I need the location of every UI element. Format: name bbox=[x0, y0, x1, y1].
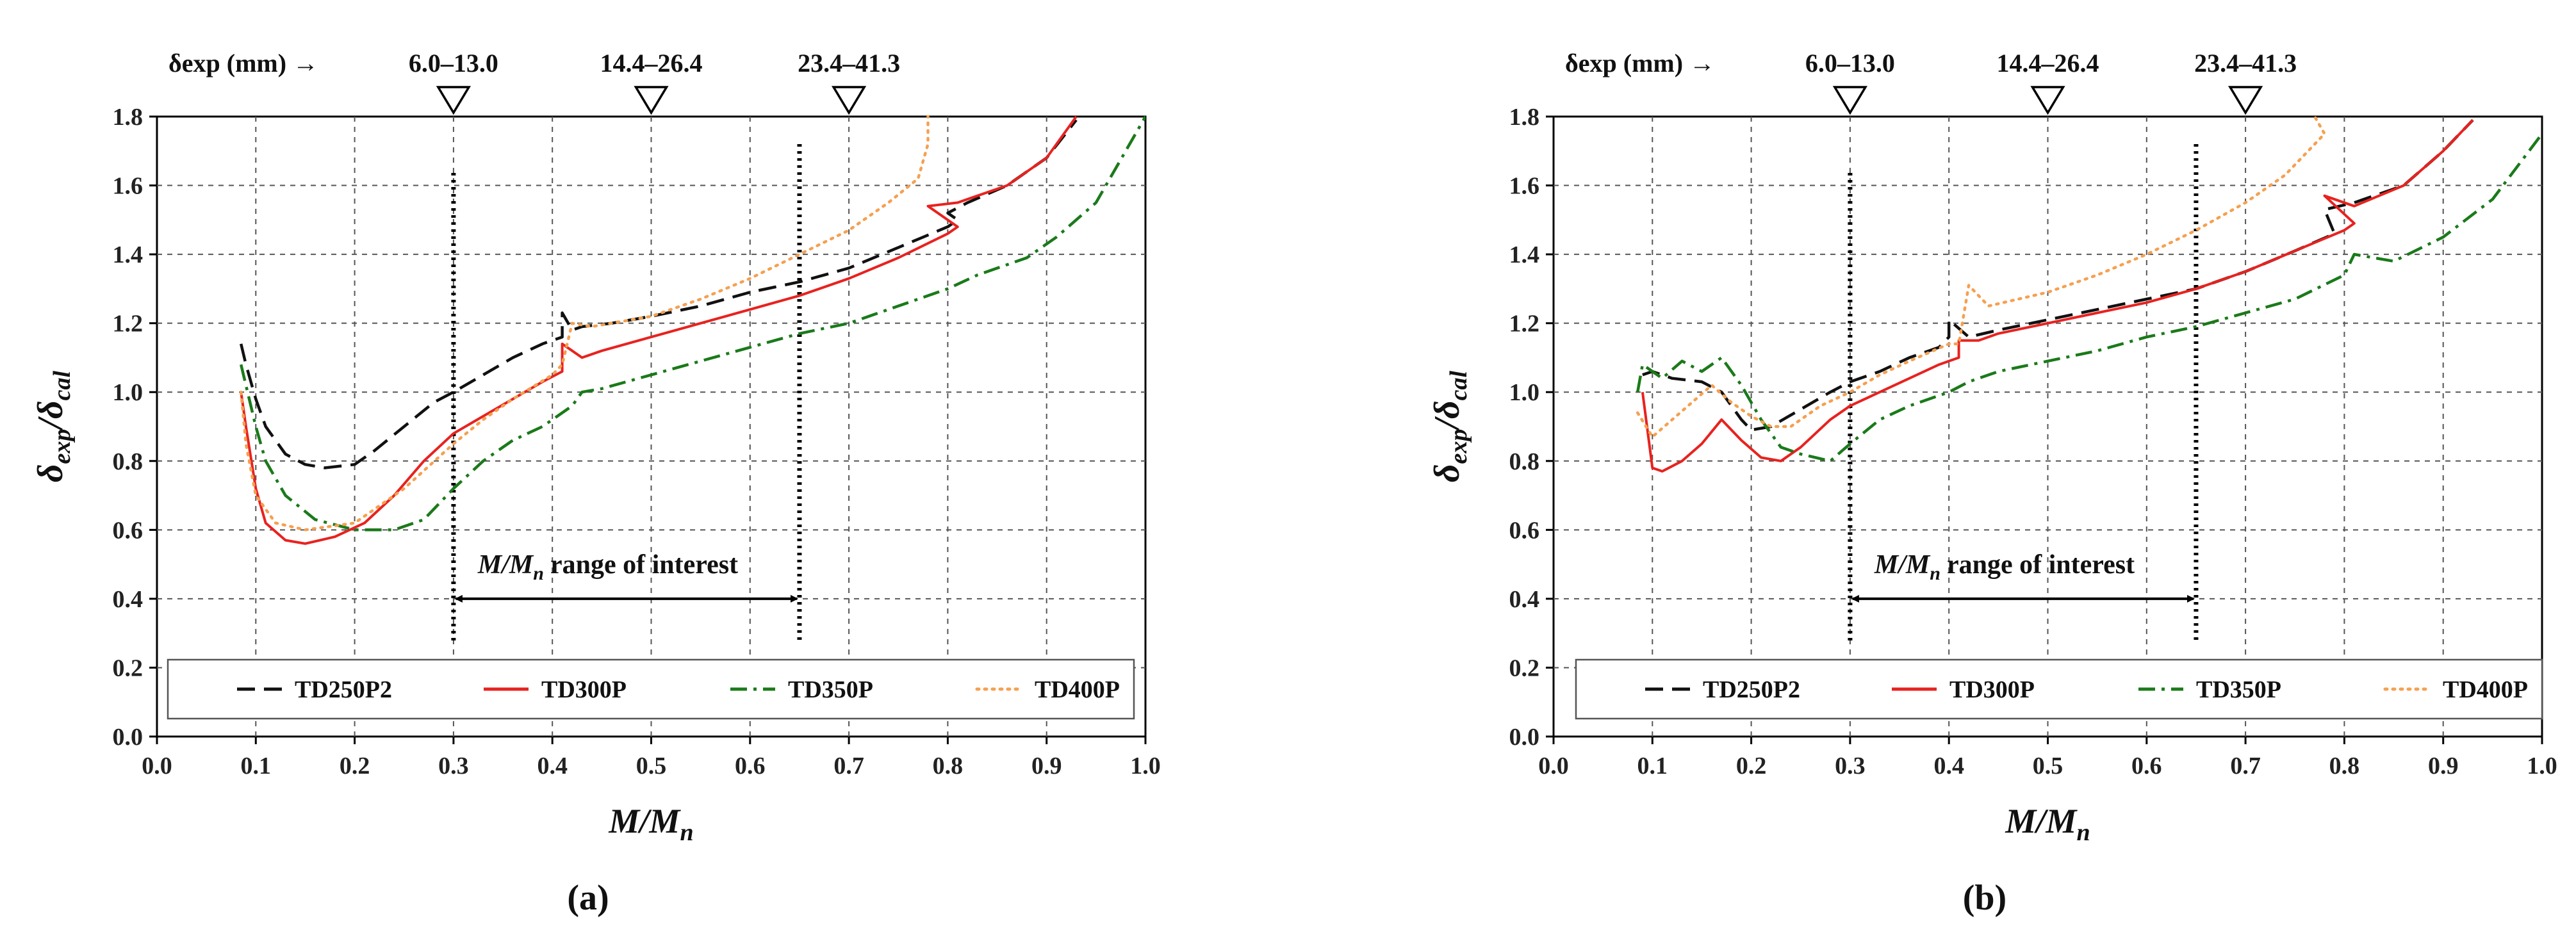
legend-label: TD300P bbox=[541, 676, 627, 703]
x-tick-label: 0.9 bbox=[2428, 753, 2459, 779]
y-tick-label: 0.0 bbox=[1509, 724, 1540, 751]
chart-panel-b: 0.0 0.1 0.2 0.3 0.4 0.5 0.6 0.7 0.8 0.9 1.0 0.0 0.2 0… bbox=[1427, 49, 2557, 918]
x-tick-label: 0.3 bbox=[1835, 753, 1866, 779]
x-tick-label: 0.5 bbox=[636, 753, 667, 779]
x-axis-label: M/Mn bbox=[608, 802, 693, 846]
top-marker-label: 23.4–41.3 bbox=[2194, 49, 2297, 77]
top-marker-label: 23.4–41.3 bbox=[798, 49, 900, 77]
y-tick-label: 1.4 bbox=[113, 241, 144, 268]
top-marker-triangle bbox=[2030, 86, 2065, 115]
x-tick-label: 0.7 bbox=[833, 753, 864, 779]
top-axis-label: δexp (mm) → bbox=[168, 49, 318, 77]
y-tick-label: 0.2 bbox=[1509, 655, 1540, 681]
x-tick-label: 0.0 bbox=[1538, 753, 1569, 779]
y-tick-label: 0.6 bbox=[113, 517, 144, 544]
y-tick-label: 0.0 bbox=[113, 724, 144, 751]
legend-label: TD250P2 bbox=[1703, 676, 1800, 703]
series-line-td250p2 bbox=[1642, 118, 2474, 432]
legend: TD250P2 TD300P TD350P TD400P bbox=[167, 658, 1135, 720]
x-tick-label: 0.1 bbox=[1637, 753, 1668, 779]
series-group bbox=[1636, 115, 2542, 473]
legend-label: TD300P bbox=[1949, 676, 2035, 703]
y-tick-label: 1.8 bbox=[113, 104, 144, 131]
x-tick-label: 0.8 bbox=[2329, 753, 2360, 779]
top-marker-triangle bbox=[634, 86, 669, 115]
x-tick-label: 0.0 bbox=[142, 753, 172, 779]
y-tick-label: 1.2 bbox=[113, 311, 144, 338]
x-tick-label: 0.8 bbox=[933, 753, 964, 779]
x-tick-label: 1.0 bbox=[2527, 753, 2557, 779]
y-tick-label: 1.6 bbox=[113, 173, 144, 200]
top-marker-label: 14.4–26.4 bbox=[1997, 49, 2099, 77]
panel-caption: (b) bbox=[1963, 878, 2006, 918]
x-tick-label: 0.3 bbox=[438, 753, 469, 779]
x-tick-label: 1.0 bbox=[1130, 753, 1161, 779]
range-label-n: n bbox=[1930, 563, 1940, 584]
x-tick-label: 0.2 bbox=[1736, 753, 1767, 779]
legend-label: TD350P bbox=[2196, 676, 2281, 703]
y-tick-label: 1.2 bbox=[1509, 311, 1540, 338]
range-label: M/Mn range of interest bbox=[477, 550, 738, 584]
range-label-text: range of interest bbox=[550, 550, 738, 580]
y-tick-label: 1.6 bbox=[1509, 173, 1540, 200]
x-tick-label: 0.6 bbox=[735, 753, 766, 779]
x-tick-label: 0.1 bbox=[241, 753, 272, 779]
top-marker-triangle bbox=[1832, 86, 1867, 115]
x-tick-label: 0.7 bbox=[2230, 753, 2261, 779]
range-label-n: n bbox=[533, 563, 544, 584]
x-tick-label: 0.4 bbox=[537, 753, 568, 779]
legend-box bbox=[1575, 658, 2543, 720]
range-label-text: range of interest bbox=[1947, 550, 2135, 580]
top-marker-label: 14.4–26.4 bbox=[600, 49, 703, 77]
y-axis-label: δexp/δcal bbox=[1427, 370, 1472, 482]
series-line-td400p bbox=[1636, 115, 2326, 439]
y-tick-label: 1.0 bbox=[113, 379, 144, 406]
legend-label: TD350P bbox=[788, 676, 873, 703]
y-tick-label: 1.4 bbox=[1509, 241, 1540, 268]
y-tick-label: 1.8 bbox=[1509, 104, 1540, 131]
series-line-td300p bbox=[1641, 119, 2474, 473]
legend: TD250P2 TD300P TD350P TD400P bbox=[1575, 658, 2543, 720]
y-tick-label: 0.2 bbox=[113, 655, 144, 681]
top-marker-label: 6.0–13.0 bbox=[1805, 49, 1895, 77]
y-tick-label: 0.4 bbox=[113, 586, 144, 613]
top-marker-triangle bbox=[436, 86, 471, 115]
x-tick-label: 0.9 bbox=[1031, 753, 1062, 779]
x-tick-label: 0.5 bbox=[2033, 753, 2063, 779]
y-tick-label: 0.4 bbox=[1509, 586, 1540, 613]
legend-label: TD250P2 bbox=[295, 676, 392, 703]
series-line-td250p2 bbox=[240, 119, 1078, 469]
range-label: M/Mn range of interest bbox=[1874, 550, 2135, 584]
legend-box bbox=[167, 658, 1135, 720]
y-tick-label: 0.6 bbox=[1509, 517, 1540, 544]
x-tick-label: 0.6 bbox=[2131, 753, 2162, 779]
chart-panel-a: 0.0 0.1 0.2 0.3 0.4 0.5 0.6 0.7 0.8 0.9 1.0 0.0 0.2 0… bbox=[31, 49, 1161, 918]
series-line-td300p bbox=[240, 115, 1078, 545]
x-tick-label: 0.4 bbox=[1933, 753, 1964, 779]
series-line-td350p bbox=[240, 115, 1145, 532]
top-marker-triangle bbox=[2228, 86, 2263, 115]
top-axis-label: δexp (mm) → bbox=[1565, 49, 1715, 77]
series-group bbox=[239, 115, 1145, 545]
panel-caption: (a) bbox=[567, 878, 609, 918]
top-marker-triangle bbox=[832, 86, 867, 115]
legend-label: TD400P bbox=[1035, 676, 1120, 703]
x-axis-label: M/Mn bbox=[2005, 802, 2090, 846]
x-tick-label: 0.2 bbox=[340, 753, 370, 779]
y-tick-label: 0.8 bbox=[113, 448, 144, 475]
top-marker-label: 6.0–13.0 bbox=[409, 49, 498, 77]
y-tick-label: 1.0 bbox=[1509, 379, 1540, 406]
y-axis-label: δexp/δcal bbox=[31, 370, 76, 482]
legend-label: TD400P bbox=[2443, 676, 2528, 703]
range-label-m: M/M bbox=[1874, 550, 1931, 580]
range-label-m: M/M bbox=[477, 550, 534, 580]
y-tick-label: 0.8 bbox=[1509, 448, 1540, 475]
